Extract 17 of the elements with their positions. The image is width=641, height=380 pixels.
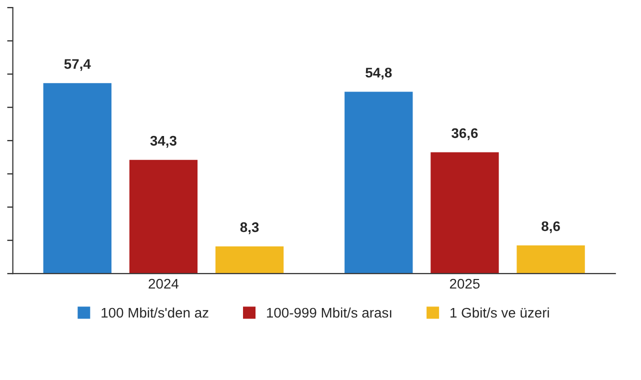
bar <box>344 91 414 274</box>
x-tick-label: 2024 <box>148 278 178 289</box>
bar <box>128 159 198 274</box>
bar <box>214 246 284 274</box>
legend-label: 1 Gbit/s ve üzeri <box>450 307 549 318</box>
bar <box>516 244 586 274</box>
data-label: 57,4 <box>64 59 91 71</box>
data-label: 54,8 <box>366 68 392 80</box>
bar <box>430 152 500 274</box>
data-label: 36,6 <box>452 128 478 140</box>
data-label: 8,6 <box>542 221 560 234</box>
bar <box>42 82 112 274</box>
legend-label: 100 Mbit/s'den az <box>102 307 208 318</box>
data-label: 8,3 <box>240 222 259 234</box>
legend-label: 100-999 Mbit/s arası <box>267 307 392 318</box>
x-tick-label: 2025 <box>450 278 480 289</box>
data-label: 34,3 <box>150 136 176 148</box>
